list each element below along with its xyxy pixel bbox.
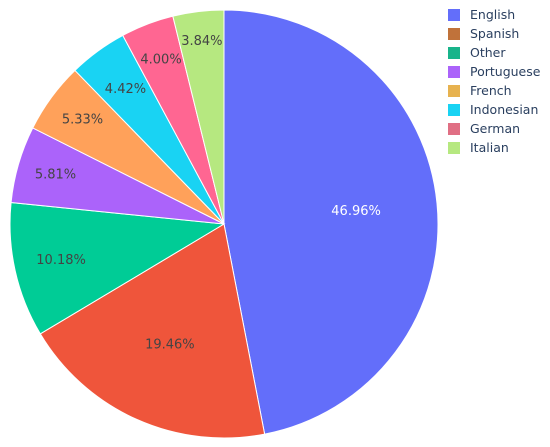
pie-slice-spanish[interactable] (39, 223, 266, 439)
legend-item-spanish[interactable]: Spanish (448, 24, 540, 43)
legend-item-french[interactable]: French (448, 81, 540, 100)
slice-label-english: 46.96% (331, 204, 381, 219)
pie-slice-english[interactable] (223, 9, 439, 435)
slice-label-german: 4.00% (140, 53, 181, 68)
legend-label-german: German (470, 121, 521, 136)
slice-label-spanish: 19.46% (145, 338, 195, 353)
legend-swatch-other (448, 46, 460, 59)
legend-label-other: Other (470, 45, 506, 60)
legend-item-german[interactable]: German (448, 119, 540, 138)
legend: English Spanish Other Portuguese French … (448, 5, 540, 157)
legend-label-french: French (470, 83, 512, 98)
legend-swatch-english (448, 8, 460, 21)
pie-slice-other[interactable] (9, 201, 226, 335)
legend-item-english[interactable]: English (448, 5, 540, 24)
slice-label-italian: 3.84% (181, 34, 222, 49)
legend-swatch-italian (448, 141, 460, 154)
legend-swatch-portuguese (448, 65, 460, 78)
slice-label-other: 10.18% (36, 253, 86, 268)
legend-swatch-spanish (448, 27, 460, 40)
pie-slice-italian[interactable] (172, 9, 225, 225)
legend-label-portuguese: Portuguese (470, 64, 541, 79)
legend-label-spanish: Spanish (470, 26, 520, 41)
legend-item-italian[interactable]: Italian (448, 138, 540, 157)
legend-item-portuguese[interactable]: Portuguese (448, 62, 540, 81)
legend-item-indonesian[interactable]: Indonesian (448, 100, 540, 119)
legend-label-indonesian: Indonesian (470, 102, 539, 117)
legend-swatch-french (448, 84, 460, 97)
legend-item-other[interactable]: Other (448, 43, 540, 62)
legend-label-italian: Italian (470, 140, 509, 155)
legend-label-english: English (470, 7, 516, 22)
slice-label-portuguese: 5.81% (35, 167, 76, 182)
slice-label-indonesian: 4.42% (105, 82, 146, 97)
slice-label-french: 5.33% (62, 113, 103, 128)
legend-swatch-german (448, 122, 460, 135)
legend-swatch-indonesian (448, 103, 460, 116)
